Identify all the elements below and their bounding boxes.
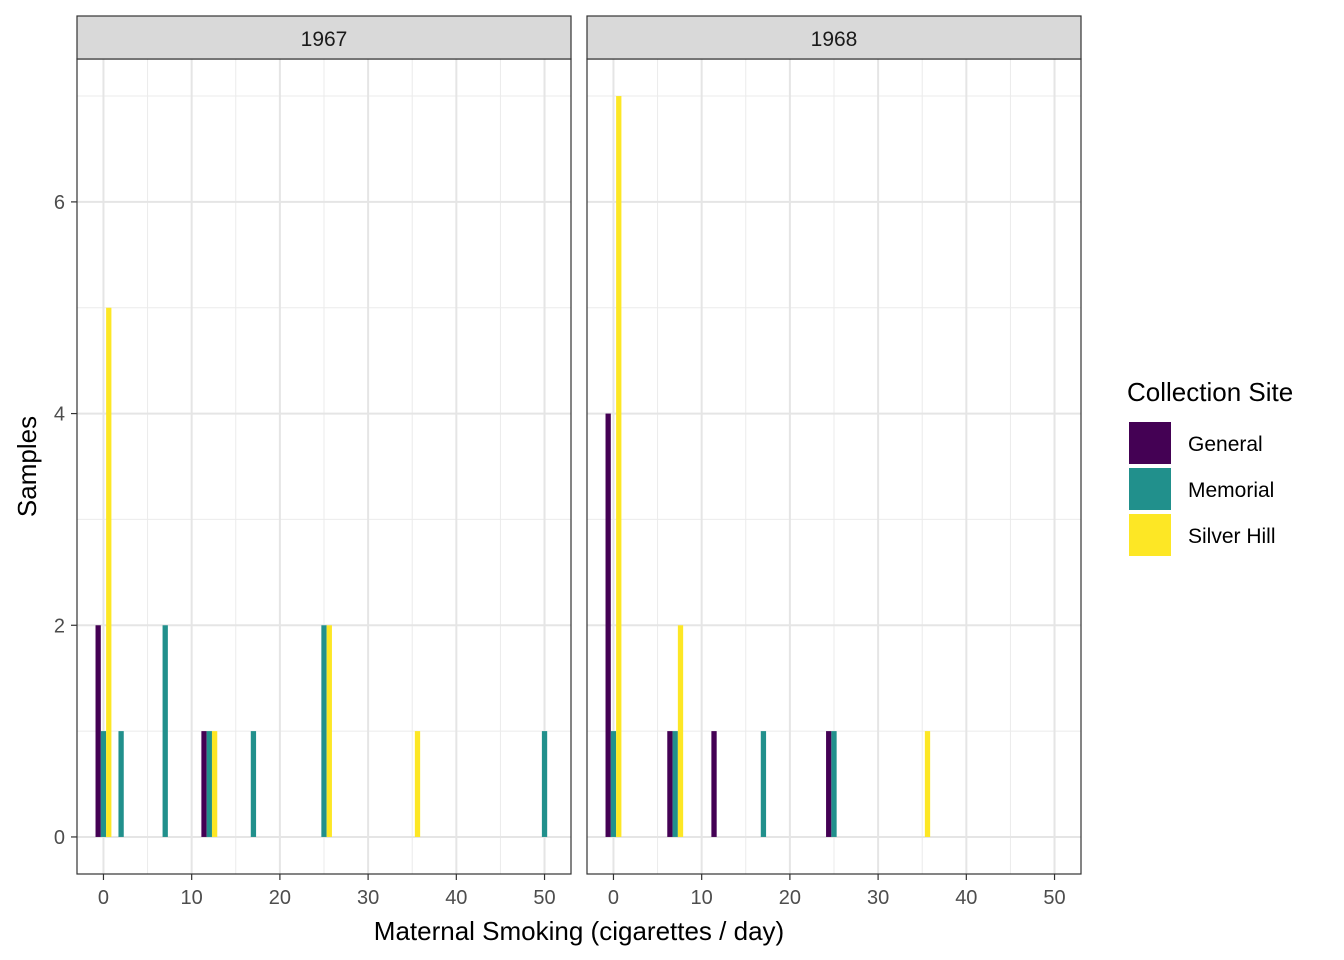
y-tick-label: 2: [54, 615, 65, 637]
strip-label: 1967: [301, 28, 348, 51]
bar-memorial: [672, 731, 678, 837]
panel-1968: 1968 0 10 20 30 40 50: [586, 15, 1082, 909]
legend-key-memorial: [1129, 468, 1171, 510]
legend-label: Memorial: [1188, 479, 1274, 502]
x-tick-label: 30: [867, 887, 889, 909]
bar-memorial: [321, 625, 327, 837]
bar-general: [826, 731, 832, 837]
bar-general: [667, 731, 673, 837]
strip-label: 1968: [811, 28, 858, 51]
x-tick-label: 40: [955, 887, 977, 909]
bar-silver-hill: [211, 731, 218, 837]
bar-memorial: [100, 731, 107, 837]
bar-general: [605, 413, 611, 837]
legend-label: General: [1188, 433, 1263, 456]
x-tick-label: 10: [691, 887, 713, 909]
legend-key-general: [1129, 422, 1171, 464]
x-tick-label: 50: [1043, 887, 1065, 909]
bar-silver-hill: [924, 731, 931, 837]
bar-memorial: [118, 731, 124, 837]
x-tick-label: 40: [445, 887, 467, 909]
legend-key-silver-hill: [1129, 514, 1171, 556]
bar-silver-hill: [326, 625, 332, 837]
bar-memorial: [541, 731, 548, 837]
bar-general: [711, 731, 717, 837]
x-tick-label: 10: [181, 887, 203, 909]
y-tick-label: 0: [54, 827, 65, 849]
bar-silver-hill: [677, 625, 684, 837]
legend-title: Collection Site: [1127, 377, 1293, 407]
bar-memorial: [206, 731, 212, 837]
bar-memorial: [610, 731, 617, 837]
x-tick-label: 50: [533, 887, 555, 909]
x-tick-label: 20: [779, 887, 801, 909]
x-tick-label: 30: [357, 887, 379, 909]
y-tick-label: 4: [54, 404, 65, 426]
x-axis-title: Maternal Smoking (cigarettes / day): [374, 916, 784, 946]
bar-memorial: [760, 731, 767, 837]
bar-general: [201, 731, 207, 837]
bar-general: [95, 625, 101, 837]
bar-silver-hill: [414, 731, 421, 837]
bar-memorial: [831, 731, 837, 837]
y-tick-label: 6: [54, 192, 65, 214]
bar-silver-hill: [106, 307, 112, 837]
x-tick-label: 0: [98, 887, 109, 909]
strip-background: [586, 15, 1082, 60]
bar-memorial: [162, 625, 168, 837]
bar-memorial: [250, 731, 257, 837]
legend-label: Silver Hill: [1188, 525, 1276, 548]
bar-silver-hill: [616, 96, 622, 837]
y-axis-title: Samples: [12, 416, 42, 517]
panel-1967: 1967 0 10 20 30 40 50 0 2 4 6: [54, 15, 572, 909]
legend: Collection Site General Memorial Silver Hil…: [1127, 377, 1293, 556]
x-tick-label: 0: [608, 887, 619, 909]
strip-background: [76, 15, 572, 60]
x-tick-label: 20: [269, 887, 291, 909]
